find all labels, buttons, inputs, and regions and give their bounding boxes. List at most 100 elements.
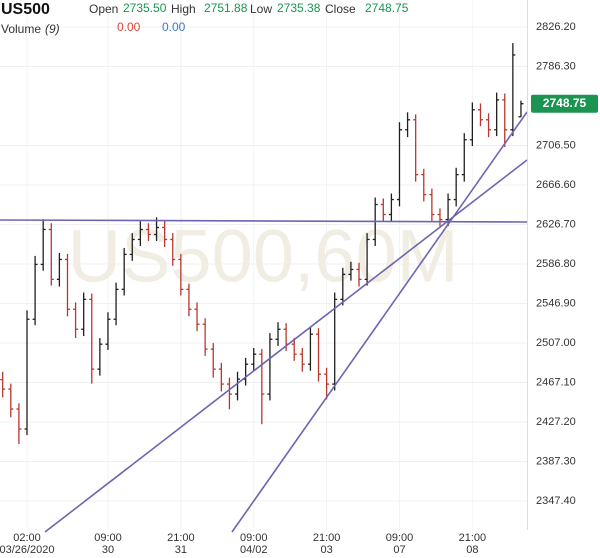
open-value: 2735.50 xyxy=(123,1,167,15)
axes: 2826.20 2786.30 2706.50 2666.60 2626.70 2586.… xyxy=(0,21,598,556)
volume-value: 0.00 xyxy=(117,20,141,34)
y-tick-label: 2586.80 xyxy=(536,258,576,270)
ohlc-bar xyxy=(251,347,257,371)
x-tick-label: 09:00 xyxy=(94,532,122,544)
x-tick-label: 09:00 xyxy=(240,532,268,544)
ohlc-bar xyxy=(364,233,370,286)
y-tick-label: 2626.70 xyxy=(536,218,576,230)
trend-line xyxy=(0,219,528,223)
ohlc-bar xyxy=(316,328,322,382)
y-tick-label: 2347.40 xyxy=(536,495,576,507)
y-tick-label: 2427.20 xyxy=(536,416,576,428)
x-tick-sublabel: 30 xyxy=(102,544,114,556)
volume-period: (9) xyxy=(45,22,60,36)
x-tick-sublabel: 03/26/2020 xyxy=(0,544,55,556)
high-value: 2751.88 xyxy=(204,1,248,15)
last-price-tag xyxy=(531,94,598,113)
high-label: High xyxy=(171,2,196,16)
ohlc-bar xyxy=(307,327,313,371)
ohlc-bar xyxy=(162,221,168,247)
volume-label: Volume xyxy=(1,22,41,36)
ohlc-bar xyxy=(0,371,6,398)
ohlc-bar xyxy=(64,253,70,317)
ohlc-bar xyxy=(202,318,208,356)
ohlc-bar xyxy=(24,310,30,436)
ohlc-bar xyxy=(405,112,411,138)
x-tick-label: 09:00 xyxy=(386,532,414,544)
x-tick-sublabel: 08 xyxy=(466,544,478,556)
ohlc-bar xyxy=(210,343,216,378)
ohlc-bar xyxy=(396,122,402,207)
ohlc-bar xyxy=(502,93,508,148)
ohlc-bar xyxy=(16,403,22,444)
ohlc-bar xyxy=(348,261,354,281)
ohlc-bar xyxy=(275,322,281,346)
x-tick-label: 21:00 xyxy=(167,532,195,544)
close-value: 2748.75 xyxy=(365,1,409,15)
ohlc-bar xyxy=(73,302,79,339)
y-tick-label: 2666.60 xyxy=(536,179,576,191)
trend-line xyxy=(44,159,528,533)
x-tick-sublabel: 07 xyxy=(393,544,405,556)
ohlc-bar xyxy=(137,221,143,246)
ohlc-bar xyxy=(32,255,38,326)
volume-value: 0.00 xyxy=(162,20,186,34)
ohlc-bar xyxy=(40,219,46,271)
y-tick-label: 2826.20 xyxy=(536,21,576,33)
ohlc-bar xyxy=(429,188,435,223)
ohlc-bar xyxy=(81,292,87,337)
ohlc-bar xyxy=(291,338,297,361)
ohlc-bar xyxy=(299,347,305,372)
ohlc-bar xyxy=(105,312,111,350)
ohlc-bar xyxy=(194,302,200,332)
ohlc-bar xyxy=(89,293,95,384)
ohlc-bar xyxy=(259,348,265,425)
bars xyxy=(0,43,524,444)
x-tick-label: 21:00 xyxy=(313,532,341,544)
close-label: Close xyxy=(325,2,356,16)
ohlc-bar xyxy=(121,247,127,296)
x-tick-sublabel: 31 xyxy=(175,544,187,556)
ohlc-bar xyxy=(129,233,135,261)
last-price-label: 2748.75 xyxy=(543,96,587,110)
x-tick-sublabel: 03 xyxy=(320,544,332,556)
x-tick-label: 21:00 xyxy=(459,532,487,544)
ohlc-bar xyxy=(170,233,176,266)
symbol: US500 xyxy=(1,1,50,18)
ohlc-bar xyxy=(421,168,427,202)
y-tick-label: 2387.30 xyxy=(536,455,576,467)
ohlc-bar xyxy=(186,283,192,317)
ohlc-bar xyxy=(267,333,273,401)
trend-lines xyxy=(0,111,528,533)
open-label: Open xyxy=(89,2,118,16)
ohlc-bar xyxy=(413,114,419,182)
ohlc-bar xyxy=(48,223,54,286)
ohlc-bar xyxy=(8,383,14,418)
ohlc-bar xyxy=(518,100,524,118)
ohlc-bar xyxy=(388,193,394,222)
x-tick-sublabel: 04/02 xyxy=(240,544,268,556)
y-tick-label: 2706.50 xyxy=(536,139,576,151)
ohlc-bar xyxy=(356,262,362,287)
y-tick-label: 2546.90 xyxy=(536,297,576,309)
ohlc-bar xyxy=(494,92,500,137)
ohlc-bar xyxy=(380,198,386,222)
trend-line xyxy=(231,111,528,533)
low-label: Low xyxy=(250,2,272,16)
ohlc-bar xyxy=(453,167,459,207)
ohlc-bar xyxy=(324,367,330,400)
ohlc-bar xyxy=(178,253,184,296)
watermark: US500,60M xyxy=(68,215,459,298)
x-tick-label: 02:00 xyxy=(13,532,41,544)
y-tick-label: 2786.30 xyxy=(536,60,576,72)
ohlc-bar xyxy=(469,102,475,147)
ohlc-bar xyxy=(56,252,62,287)
ohlc-bar xyxy=(97,338,103,376)
ohlc-bar xyxy=(218,362,224,392)
ohlc-bar xyxy=(461,133,467,182)
ohlc-bar xyxy=(437,208,443,227)
ohlc-bar xyxy=(486,113,492,138)
